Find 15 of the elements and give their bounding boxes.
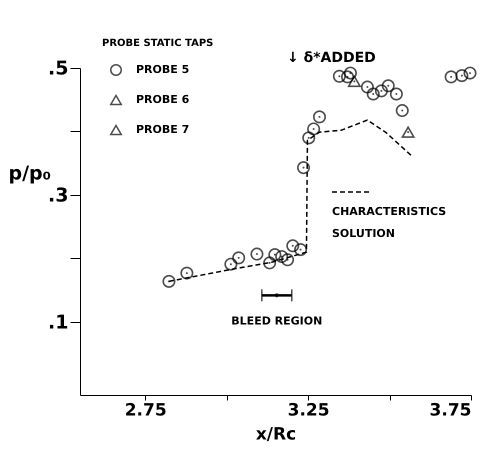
x-tick-label: 3.75 [430, 400, 472, 420]
y-axis-title: p/p₀ [8, 162, 51, 184]
y-tick-label: .3 [48, 184, 68, 206]
text: ↓ δ*ADDED [287, 50, 376, 66]
legend-label: PROBE 6 [136, 93, 190, 106]
legend-label: PROBE 7 [136, 123, 190, 136]
x-tick-label: 3.25 [288, 400, 330, 420]
x-tick-label: 2.75 [124, 400, 167, 420]
y-tick-label: .1 [48, 311, 68, 334]
legend-title: PROBE STATIC TAPS [102, 38, 214, 49]
y-tick-label: .5 [48, 58, 68, 80]
text: CHARACTERISTICS SOLUTION [332, 205, 446, 240]
legend-label: PROBE 5 [136, 63, 190, 76]
x-axis-title: x/Rc [256, 424, 296, 444]
annotation: BLEED REGION [231, 314, 322, 328]
